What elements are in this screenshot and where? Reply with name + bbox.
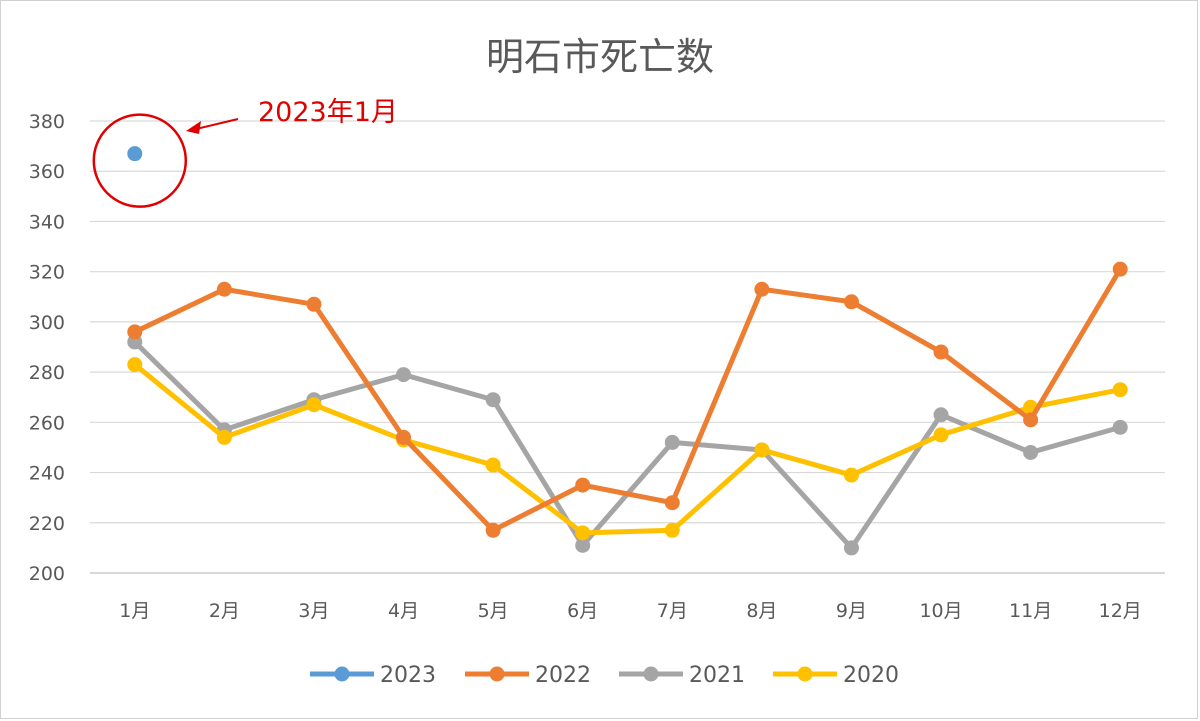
legend-label: 2020 [843, 663, 899, 688]
data-point [575, 525, 591, 541]
y-tick-label: 220 [29, 513, 65, 535]
data-point [485, 457, 501, 473]
y-tick-label: 260 [29, 412, 65, 434]
data-point [575, 477, 591, 493]
x-tick-label: 9月 [836, 600, 867, 622]
x-tick-label: 5月 [478, 600, 509, 622]
x-tick-label: 2月 [209, 600, 240, 622]
data-point [843, 540, 859, 556]
data-point [1023, 444, 1039, 460]
y-axis-ticks: 200 220 240 260 280 300 320 340 360 380 [29, 111, 65, 585]
y-tick-label: 300 [29, 312, 65, 334]
y-tick-label: 240 [29, 463, 65, 485]
data-point [127, 324, 143, 340]
x-axis-ticks: 1月 2月 3月 4月 5月 6月 7月 8月 9月 10月 11月 12月 [119, 600, 1142, 622]
data-point [664, 522, 680, 538]
data-point [664, 434, 680, 450]
series-2023 [127, 146, 143, 162]
y-tick-label: 340 [29, 211, 65, 233]
legend-item-2020: 2020 [773, 663, 899, 688]
annotation-arrowhead [186, 121, 201, 134]
x-tick-label: 10月 [919, 600, 962, 622]
annotation: 2023年1月 [92, 97, 398, 208]
data-point [933, 344, 949, 360]
annotation-arrow [195, 118, 239, 130]
data-point [933, 407, 949, 423]
legend: 2023 2022 2021 2020 [310, 663, 899, 688]
legend-marker [334, 666, 350, 682]
x-tick-label: 11月 [1009, 600, 1052, 622]
data-point [1112, 419, 1128, 435]
legend-label: 2022 [535, 663, 591, 688]
data-point [575, 537, 591, 553]
x-tick-label: 8月 [746, 600, 777, 622]
legend-item-2021: 2021 [619, 663, 745, 688]
data-point [485, 392, 501, 408]
y-tick-label: 200 [29, 563, 65, 585]
y-tick-label: 280 [29, 362, 65, 384]
series-line-2020 [132, 362, 1123, 536]
x-tick-label: 3月 [298, 600, 329, 622]
annotation-circle [92, 113, 188, 208]
x-tick-label: 7月 [657, 600, 688, 622]
data-point [843, 467, 859, 483]
y-tick-label: 360 [29, 161, 65, 183]
data-point [754, 442, 770, 458]
series-2022 [127, 261, 1128, 538]
x-tick-label: 4月 [388, 600, 419, 622]
legend-marker [643, 666, 659, 682]
data-point [754, 281, 770, 297]
data-point [485, 522, 501, 538]
series-2020 [127, 357, 1128, 541]
data-point [216, 429, 232, 445]
legend-label: 2023 [380, 663, 436, 688]
series-line-2022 [132, 266, 1123, 533]
legend-item-2022: 2022 [465, 663, 591, 688]
data-point [396, 367, 412, 383]
data-point [843, 294, 859, 310]
data-point [306, 296, 322, 312]
data-point [127, 357, 143, 373]
data-point [306, 397, 322, 413]
series-lines [127, 146, 1128, 556]
data-point [933, 427, 949, 443]
y-tick-label: 320 [29, 262, 65, 284]
data-point [216, 281, 232, 297]
x-tick-label: 1月 [119, 600, 150, 622]
annotation-label: 2023年1月 [258, 97, 398, 128]
legend-label: 2021 [689, 663, 745, 688]
y-tick-label: 380 [29, 111, 65, 133]
legend-marker [797, 666, 813, 682]
grid-lines [90, 120, 1165, 574]
legend-marker [489, 666, 505, 682]
chart-title: 明石市死亡数 [486, 35, 714, 79]
data-point [664, 495, 680, 511]
data-point [1112, 261, 1128, 277]
data-point [1023, 412, 1039, 428]
legend-item-2023: 2023 [310, 663, 436, 688]
data-point [1112, 382, 1128, 398]
x-tick-label: 6月 [567, 600, 598, 622]
data-point [127, 146, 143, 162]
x-tick-label: 12月 [1099, 600, 1142, 622]
data-point [396, 429, 412, 445]
